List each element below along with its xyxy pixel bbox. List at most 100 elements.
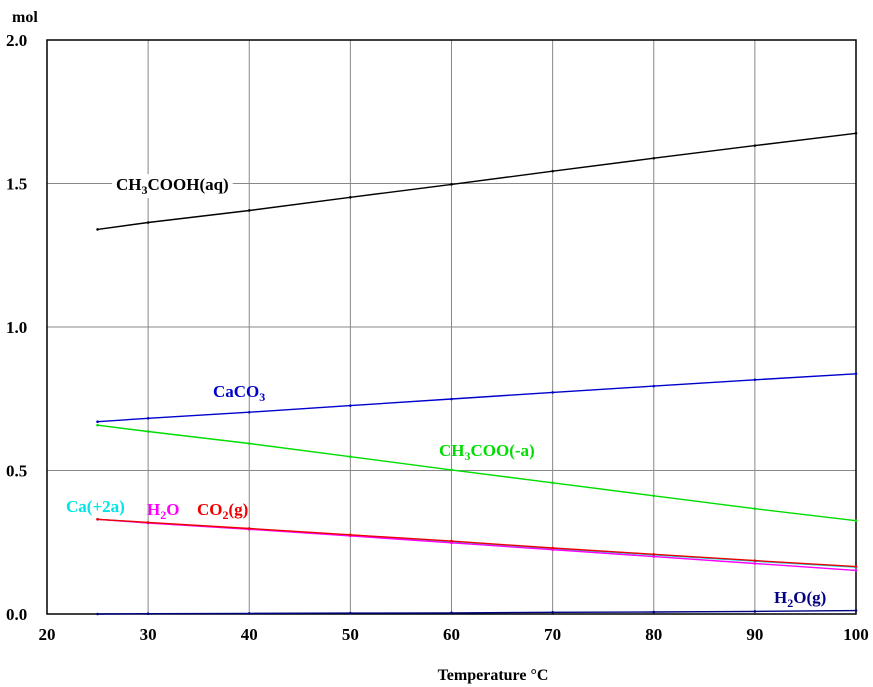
series-point-2 bbox=[247, 442, 251, 445]
series-point-6 bbox=[349, 611, 352, 615]
series-point-2 bbox=[146, 430, 150, 433]
series-label-5: CO2(g) bbox=[197, 500, 248, 522]
series-label-rest: O(g) bbox=[793, 588, 826, 607]
series-point-4 bbox=[753, 562, 757, 565]
series-point-2 bbox=[450, 468, 453, 472]
series-label-0: CH3COOH(aq) bbox=[116, 175, 229, 197]
series-label-group-4: H2O bbox=[147, 500, 179, 522]
series-point-5 bbox=[146, 521, 150, 524]
y-tick-label: 2.0 bbox=[6, 31, 27, 50]
series-point-4 bbox=[652, 555, 656, 558]
series-label-group-1: CaCO3 bbox=[213, 382, 265, 404]
series-label-2: CH3COO(-a) bbox=[439, 441, 535, 463]
series-label-group-3: Ca(+2a) bbox=[66, 497, 125, 516]
series-label-main: CO bbox=[197, 500, 223, 519]
y-tick-label: 0.0 bbox=[6, 605, 27, 624]
series-label-main: Ca(+2a) bbox=[66, 497, 125, 516]
series-point-0 bbox=[450, 183, 453, 186]
x-tick-label: 80 bbox=[645, 625, 662, 644]
series-point-1 bbox=[247, 410, 251, 414]
x-tick-label: 90 bbox=[746, 625, 763, 644]
series-point-0 bbox=[652, 156, 656, 160]
series-label-main: CH bbox=[116, 175, 142, 194]
x-tick-labels: 20 30 40 50 60 70 80 90 100 bbox=[39, 625, 869, 644]
grid bbox=[47, 40, 856, 614]
series-label-group-5: CO2(g) bbox=[197, 500, 248, 522]
series-label-group-2: CH3COO(-a) bbox=[439, 441, 535, 463]
series-point-1 bbox=[349, 404, 352, 407]
series-label-sub: 2 bbox=[223, 508, 229, 522]
series-point-1 bbox=[146, 416, 150, 420]
x-axis-title: Temperature °C bbox=[438, 667, 549, 684]
series-point-4 bbox=[854, 569, 858, 572]
series-point-2 bbox=[349, 455, 352, 459]
series-point-6 bbox=[854, 609, 858, 612]
series-label-sub: 3 bbox=[142, 183, 148, 197]
y-tick-label: 1.5 bbox=[6, 175, 27, 194]
series-point-1 bbox=[551, 391, 554, 394]
series-line-4 bbox=[97, 518, 857, 572]
x-tick-label: 30 bbox=[140, 625, 157, 644]
series-point-0 bbox=[96, 228, 99, 231]
series-label-6: H2O(g) bbox=[774, 588, 826, 610]
series-label-group-6: H2O(g) bbox=[774, 588, 826, 610]
series-label-rest: COO(-a) bbox=[471, 441, 535, 460]
y-axis-title: mol bbox=[12, 9, 38, 26]
series-point-5 bbox=[96, 517, 99, 521]
series-point-0 bbox=[247, 209, 251, 212]
y-tick-label: 0.5 bbox=[6, 462, 27, 481]
series-point-1 bbox=[450, 397, 453, 401]
series-point-6 bbox=[753, 610, 757, 613]
series-point-2 bbox=[854, 519, 858, 523]
series-label-1: CaCO3 bbox=[213, 382, 265, 404]
series-point-2 bbox=[551, 481, 554, 485]
series-label-sub: 2 bbox=[160, 508, 166, 522]
series-point-0 bbox=[551, 169, 554, 173]
y-tick-labels: 0.0 0.5 1.0 1.5 2.0 bbox=[6, 31, 27, 624]
series-point-5 bbox=[652, 553, 656, 556]
series-point-6 bbox=[247, 612, 251, 615]
x-tick-label: 60 bbox=[443, 625, 460, 644]
series-point-5 bbox=[753, 559, 757, 562]
series-point-6 bbox=[652, 610, 656, 614]
series-point-1 bbox=[652, 384, 656, 388]
series-point-0 bbox=[753, 144, 757, 147]
series-point-1 bbox=[96, 420, 99, 424]
series-point-5 bbox=[349, 533, 352, 537]
series-line-5 bbox=[97, 518, 857, 568]
series-point-2 bbox=[652, 494, 656, 498]
series-point-6 bbox=[551, 610, 554, 614]
x-tick-label: 40 bbox=[241, 625, 258, 644]
series-label-sub: 2 bbox=[787, 596, 793, 610]
series-label-background bbox=[112, 174, 233, 198]
series-label-main: CH bbox=[439, 441, 465, 460]
series-label-4: H2O bbox=[147, 500, 179, 522]
series-point-6 bbox=[146, 612, 150, 616]
series-lines bbox=[96, 131, 858, 616]
series-point-5 bbox=[450, 539, 453, 543]
y-tick-label: 1.0 bbox=[6, 318, 27, 337]
series-point-1 bbox=[753, 378, 757, 382]
series-line-1 bbox=[97, 373, 857, 423]
series-point-5 bbox=[247, 527, 251, 530]
series-point-5 bbox=[854, 565, 858, 568]
series-label-group-0: CH3COOH(aq) bbox=[112, 174, 233, 198]
series-point-6 bbox=[96, 612, 99, 616]
series-label-main: H bbox=[147, 500, 160, 519]
series-label-main: CaCO bbox=[213, 382, 259, 401]
series-point-2 bbox=[96, 423, 99, 427]
x-tick-label: 70 bbox=[544, 625, 561, 644]
series-label-rest: O bbox=[166, 500, 179, 519]
series-point-0 bbox=[854, 131, 858, 135]
series-label-sub: 3 bbox=[259, 390, 265, 404]
x-tick-label: 100 bbox=[843, 625, 869, 644]
x-tick-label: 20 bbox=[39, 625, 56, 644]
series-label-main: H bbox=[774, 588, 787, 607]
series-point-2 bbox=[753, 507, 757, 510]
series-label-rest: COOH(aq) bbox=[148, 175, 229, 194]
series-point-6 bbox=[450, 611, 453, 615]
series-point-0 bbox=[349, 195, 352, 199]
series-point-0 bbox=[146, 221, 150, 224]
